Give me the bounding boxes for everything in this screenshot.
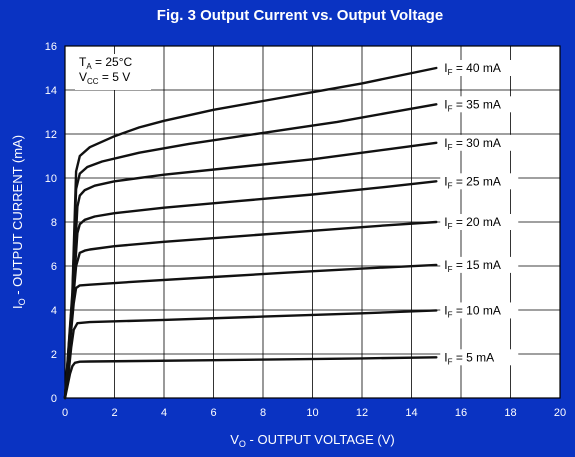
plot-border [64, 45, 561, 399]
series-label: IF = 15 mA [444, 258, 501, 274]
y-tick-label: 10 [45, 173, 57, 185]
x-tick-label: 16 [455, 407, 467, 419]
x-tick-label: 20 [554, 407, 566, 419]
y-tick-label: 14 [45, 85, 57, 97]
x-tick-label: 12 [356, 407, 368, 419]
series-label-backing [440, 256, 519, 273]
series-label-backing [440, 349, 519, 366]
condition-backing [75, 54, 151, 90]
condition-text: TA = 25°C [79, 55, 133, 71]
series-label-backing [440, 134, 519, 151]
series-label: IF = 10 mA [444, 303, 501, 319]
series-line [63, 141, 438, 400]
x-axis-label: VO - OUTPUT VOLTAGE (V) [230, 432, 394, 449]
series-line [63, 66, 438, 400]
series-label: IF = 5 mA [444, 350, 494, 366]
series-label-backing [440, 302, 519, 319]
series-label: IF = 35 mA [444, 97, 501, 113]
y-tick-label: 2 [51, 349, 57, 361]
y-tick-label: 0 [51, 393, 57, 405]
y-tick-label: 6 [51, 261, 57, 273]
y-axis-label: IO - OUTPUT CURRENT (mA) [10, 135, 27, 309]
series-line [63, 309, 438, 400]
x-tick-label: 0 [62, 407, 68, 419]
series-label-backing [440, 173, 519, 190]
x-tick-label: 4 [161, 407, 167, 419]
series-label-backing [440, 214, 519, 230]
series-label: IF = 20 mA [444, 215, 501, 231]
condition-text: VCC = 5 V [79, 70, 130, 86]
x-tick-label: 14 [405, 407, 417, 419]
series-label-backing [440, 96, 519, 113]
series-label-backing [440, 60, 519, 76]
x-tick-label: 2 [111, 407, 117, 419]
y-tick-label: 4 [51, 305, 57, 317]
series-label: IF = 25 mA [444, 174, 501, 190]
chart-title: Fig. 3 Output Current vs. Output Voltage [157, 7, 443, 24]
x-tick-label: 6 [210, 407, 216, 419]
annotations: IF = 5 mA IF = 10 mA IF = 15 mA IF = 20 mA I… [75, 54, 519, 366]
x-tick-label: 10 [306, 407, 318, 419]
axis-labels: 0 2 4 6 8 10 12 14 16 18 20 0 2 4 6 8 10 12 14 16 VO - OUTPU… [10, 41, 566, 449]
series-label: IF = 40 mA [444, 61, 501, 77]
x-tick-label: 18 [504, 407, 516, 419]
series-label: IF = 30 mA [444, 136, 501, 152]
series-line [63, 356, 438, 400]
y-tick-label: 8 [51, 217, 57, 229]
y-tick-label: 16 [45, 41, 57, 53]
x-tick-label: 8 [260, 407, 266, 419]
y-tick-label: 12 [45, 129, 57, 141]
curves [63, 66, 438, 400]
